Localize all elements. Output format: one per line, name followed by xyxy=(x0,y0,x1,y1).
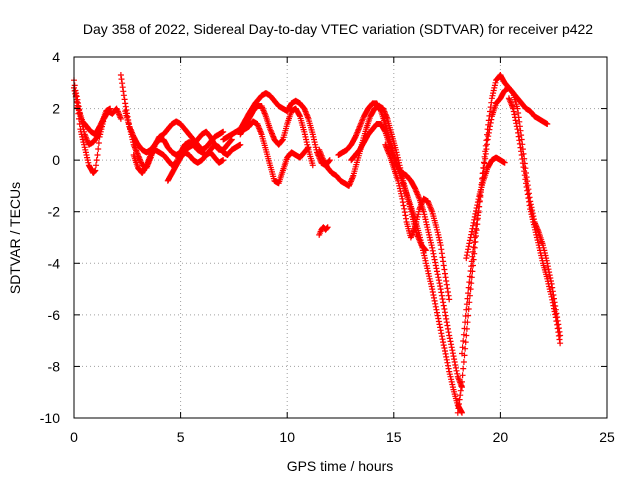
point-markers xyxy=(164,149,227,184)
point-markers xyxy=(237,103,316,169)
x-tick-label: 0 xyxy=(70,429,78,445)
point-markers xyxy=(505,95,564,347)
y-tick-label: -2 xyxy=(48,204,61,220)
plot-frame xyxy=(73,56,608,419)
y-tick-label: -8 xyxy=(48,358,61,374)
point-markers xyxy=(73,90,114,148)
y-tick-label: 0 xyxy=(52,152,60,168)
x-tick-label: 10 xyxy=(279,429,295,445)
series-arc-11 xyxy=(316,224,331,238)
point-markers xyxy=(316,224,331,238)
series-arc-7 xyxy=(164,149,227,184)
series-arc-8 xyxy=(220,90,333,169)
point-markers xyxy=(348,121,465,391)
point-markers xyxy=(220,90,333,169)
series-arc-17 xyxy=(459,84,564,357)
y-tick-label: 2 xyxy=(52,101,60,117)
series-arc-13 xyxy=(335,100,465,416)
point-markers xyxy=(463,154,508,262)
data-points xyxy=(71,72,564,416)
series-arc-19 xyxy=(505,95,564,347)
point-markers xyxy=(335,100,465,416)
chart-title: Day 358 of 2022, Sidereal Day-to-day VTE… xyxy=(83,21,593,37)
y-tick-label: -4 xyxy=(48,255,61,271)
x-axis-label: GPS time / hours xyxy=(287,458,394,474)
series-arc-18 xyxy=(463,154,508,262)
tick-labels: 0 5 10 15 20 25 -10 -8 -6 -4 -2 0 2 4 xyxy=(40,49,615,445)
y-tick-label: -10 xyxy=(40,410,60,426)
series-arc-14 xyxy=(348,121,465,391)
point-markers xyxy=(459,84,564,357)
y-axis-label: SDTVAR / TECUs xyxy=(7,182,23,294)
point-markers xyxy=(382,141,453,303)
y-tick-label: 4 xyxy=(52,49,60,65)
point-markers xyxy=(241,118,312,187)
y-tick-label: -6 xyxy=(48,307,61,323)
series-arc-9 xyxy=(237,103,316,169)
x-tick-label: 15 xyxy=(386,429,402,445)
series-arc-15 xyxy=(382,141,453,303)
x-tick-label: 5 xyxy=(177,429,185,445)
axis-ticks xyxy=(73,56,608,419)
series-arc-10 xyxy=(241,118,312,187)
x-tick-label: 25 xyxy=(599,429,615,445)
series-arc-3 xyxy=(73,90,114,148)
x-tick-label: 20 xyxy=(493,429,509,445)
